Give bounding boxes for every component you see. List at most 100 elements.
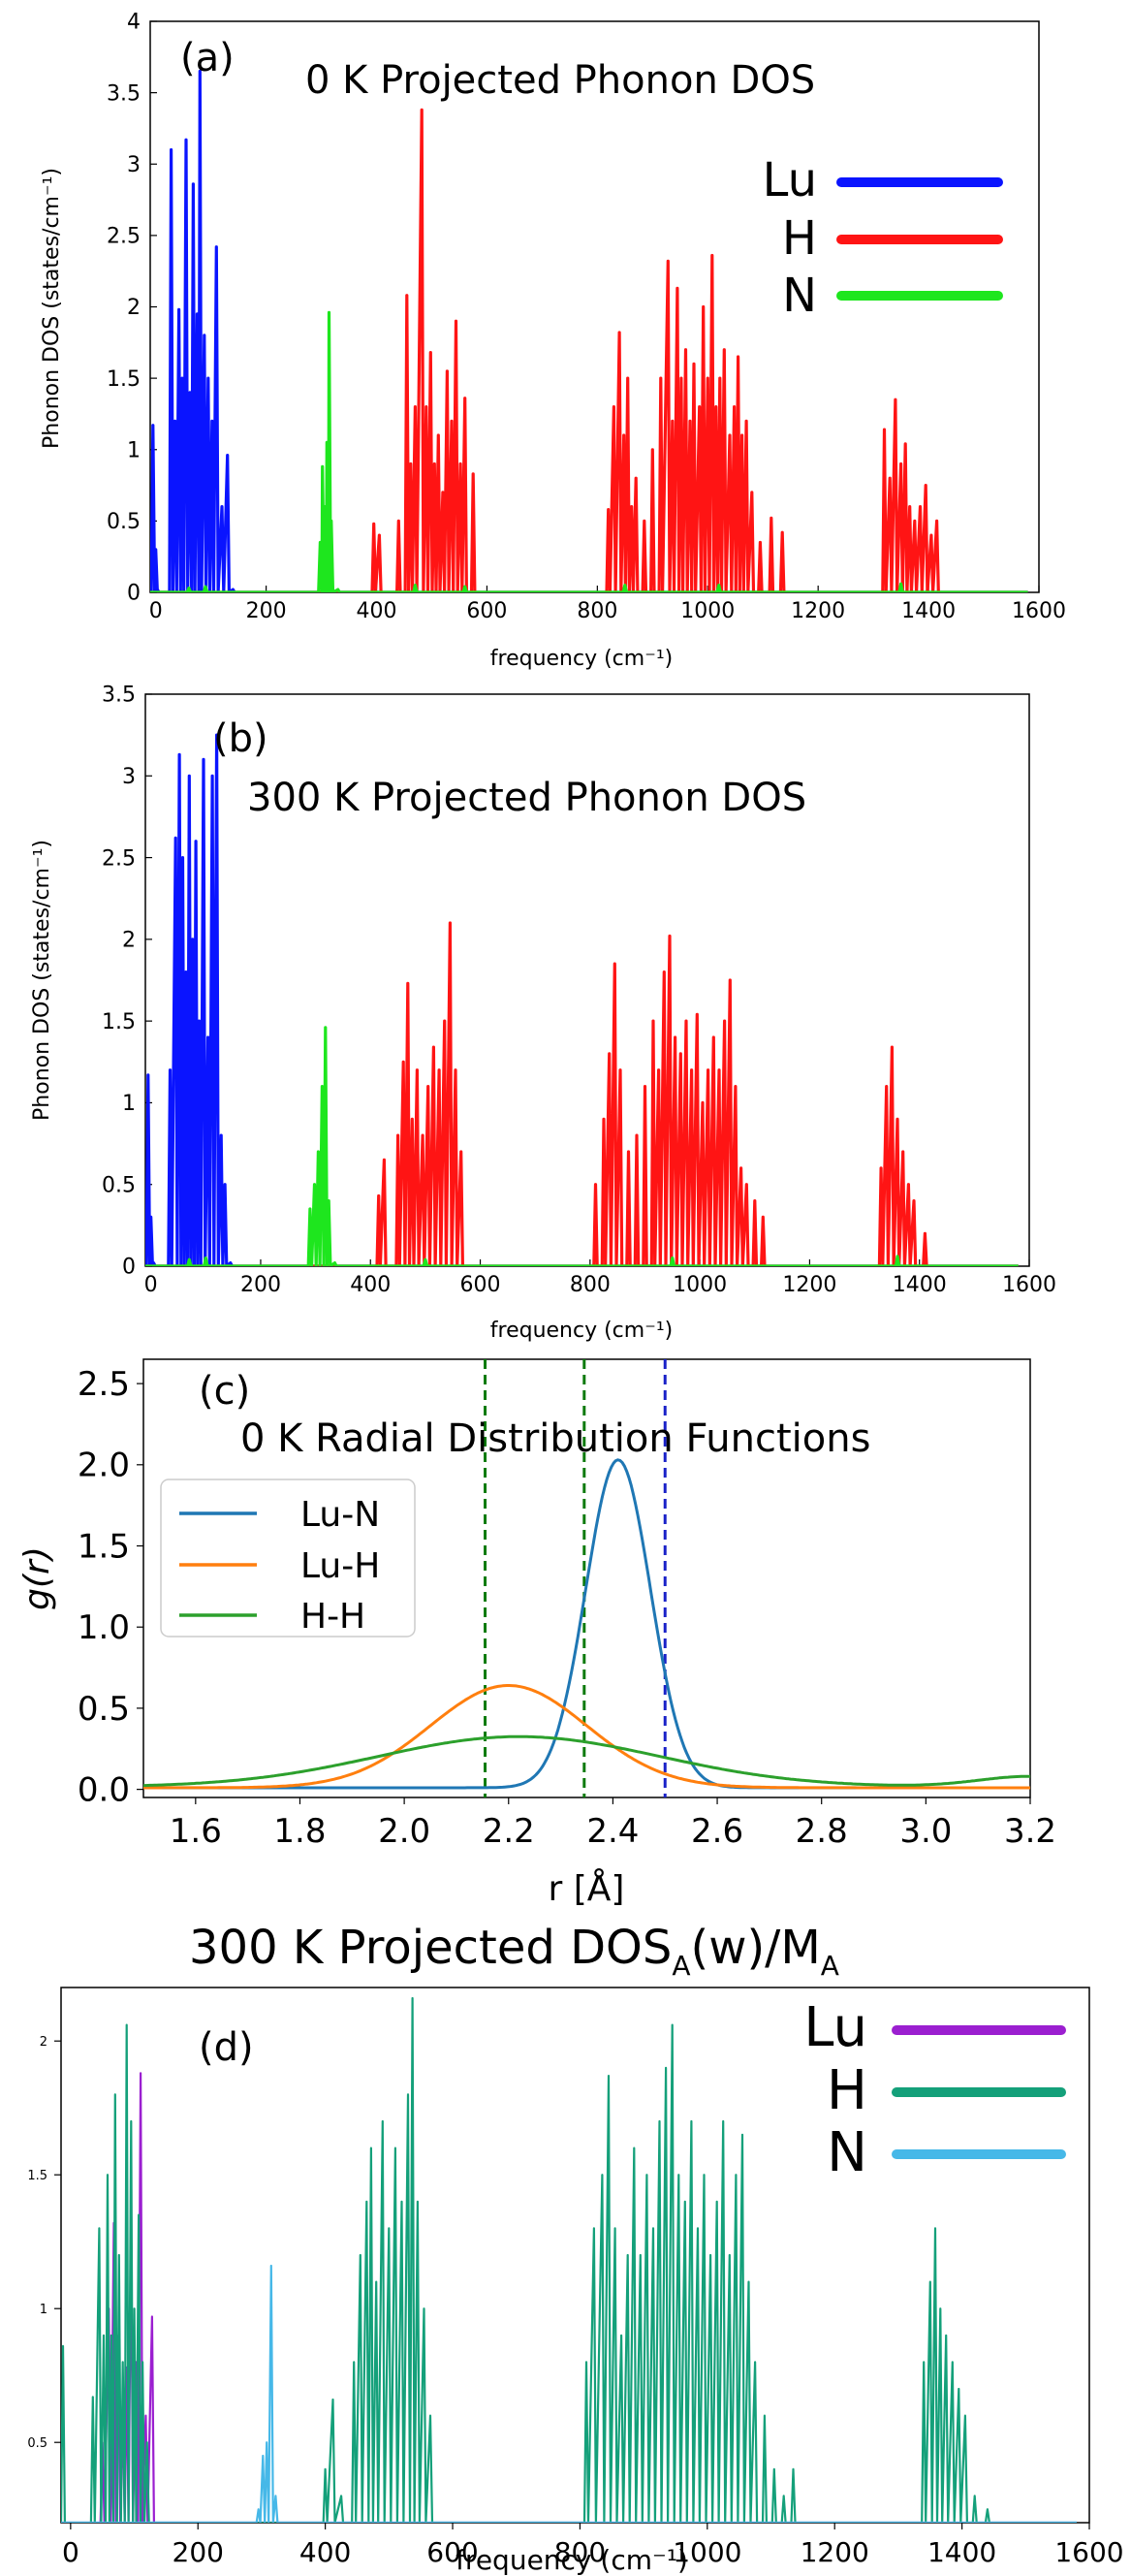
y-tick-label-a-7: 3.5 — [107, 81, 141, 106]
y-tick-label-c-5: 2.5 — [78, 1365, 130, 1404]
chart-title-d: 300 K Projected DOSA(w)/MA — [189, 1921, 839, 1982]
x-tick-label-c-1: 1.8 — [273, 1812, 326, 1851]
x-tick-label-a-2: 400 — [357, 599, 397, 623]
chart-title-b: 300 K Projected Phonon DOS — [247, 776, 806, 820]
series-line-c-h-h — [143, 1734, 1030, 1788]
y-tick-label-b-3: 1.5 — [102, 1010, 136, 1034]
x-tick-label-c-2: 2.0 — [378, 1812, 430, 1851]
title-d-mid: (w)/M — [690, 1921, 820, 1975]
x-tick-label-a-5: 1000 — [680, 599, 735, 623]
x-ticks-a: 0 200 400 600 800 1000 1200 1400 1600 — [149, 586, 1066, 623]
legend-d: Lu H N — [803, 1996, 1066, 2184]
y-tick-label-d-0: 0.5 — [27, 2436, 47, 2451]
x-tick-label-d-3: 600 — [426, 2536, 478, 2568]
series-line-a-n — [150, 310, 1028, 592]
chart-title-c: 0 K Radial Distribution Functions — [240, 1416, 870, 1461]
legend-label-lun: Lu-N — [300, 1495, 380, 1535]
title-d-sub1: A — [672, 1950, 690, 1982]
panel-b: 0 200 400 600 800 1000 1200 1400 1600 0 0.5 1 1.5 2 2… — [30, 684, 1056, 1343]
y-tick-label-b-0: 0 — [122, 1256, 136, 1280]
y-tick-label-b-4: 2 — [122, 929, 136, 953]
panel-d: 300 K Projected DOSA(w)/MA 0 200 400 600 800… — [27, 1921, 1123, 2576]
x-tick-label-c-8: 3.2 — [1004, 1812, 1056, 1851]
x-tick-label-b-7: 1400 — [893, 1273, 947, 1297]
x-tick-label-a-3: 600 — [466, 599, 507, 623]
series-c — [143, 1458, 1030, 1790]
x-tick-label-b-8: 1600 — [1002, 1273, 1056, 1297]
chart-title-a: 0 K Projected Phonon DOS — [305, 58, 815, 103]
legend-label-n-a: N — [782, 269, 817, 323]
series-line-c-lu-h — [143, 1684, 1030, 1790]
y-tick-label-c-0: 0.0 — [78, 1771, 130, 1810]
x-tick-label-c-0: 1.6 — [170, 1812, 222, 1851]
series-line-b-h — [145, 921, 1019, 1266]
y-ticks-a: 0 0.5 1 1.5 2 2.5 3 3.5 4 — [107, 11, 157, 606]
x-tick-label-a-8: 1600 — [1012, 599, 1066, 623]
y-tick-label-c-4: 2.0 — [78, 1447, 130, 1485]
x-tick-label-a-4: 800 — [577, 599, 617, 623]
y-tick-label-b-1: 0.5 — [102, 1173, 136, 1197]
x-tick-label-a-7: 1400 — [901, 599, 956, 623]
y-tick-label-c-1: 0.5 — [78, 1690, 130, 1729]
x-tick-label-d-4: 800 — [554, 2536, 606, 2568]
panel-label-a: (a) — [180, 36, 235, 80]
x-tick-label-a-0: 0 — [149, 599, 163, 623]
y-axis-label-c: g(r) — [17, 1546, 57, 1610]
series-line-b-n — [145, 1026, 1019, 1266]
x-tick-label-d-1: 200 — [173, 2536, 224, 2568]
x-ticks-d: 0 200 400 600 800 1000 1200 1400 1600 — [62, 2523, 1124, 2568]
legend-box-c — [160, 1479, 416, 1638]
x-tick-label-b-5: 1000 — [673, 1273, 727, 1297]
y-tick-label-a-3: 1.5 — [107, 367, 141, 392]
y-axis-label-a: Phonon DOS (states/cm⁻¹) — [40, 168, 64, 449]
x-tick-label-b-0: 0 — [144, 1273, 158, 1297]
y-tick-label-c-2: 1.0 — [78, 1608, 130, 1647]
panel-c: 1.6 1.8 2.0 2.2 2.4 2.6 2.8 3.0 3.2 0.0 0.5 1.0 1.5… — [17, 1358, 1056, 1909]
x-tick-label-d-6: 1200 — [801, 2536, 869, 2568]
series-b — [145, 733, 1019, 1266]
panel-a: 0 200 400 600 800 1000 1200 1400 1600 0 0.5 1 1.5 2 2… — [40, 11, 1066, 671]
x-tick-label-b-1: 200 — [240, 1273, 281, 1297]
x-tick-label-b-2: 400 — [350, 1273, 391, 1297]
y-tick-label-a-1: 0.5 — [107, 510, 141, 534]
x-tick-label-c-5: 2.6 — [691, 1812, 743, 1851]
plot-frame-c — [142, 1358, 1031, 1798]
y-ticks-d: 0.5 1 1.5 2 — [27, 2035, 61, 2451]
x-axis-label-a: frequency (cm⁻¹) — [490, 647, 673, 671]
x-tick-label-b-6: 1200 — [782, 1273, 836, 1297]
x-tick-label-c-3: 2.2 — [483, 1812, 535, 1851]
x-axis-label-b: frequency (cm⁻¹) — [490, 1319, 673, 1343]
x-tick-label-c-6: 2.8 — [796, 1812, 848, 1851]
panel-label-b: (b) — [213, 716, 268, 761]
y-tick-label-d-1: 1 — [40, 2303, 47, 2317]
series-a — [150, 69, 1028, 592]
x-tick-label-c-7: 3.0 — [899, 1812, 952, 1851]
panel-label-d: (d) — [199, 2025, 254, 2070]
x-axis-label-d: frequency (cm⁻¹) — [456, 2544, 688, 2576]
series-line-d-h — [61, 1996, 1077, 2523]
series-line-a-h — [150, 108, 1028, 592]
y-tick-label-a-5: 2.5 — [107, 225, 141, 249]
y-tick-label-c-3: 1.5 — [78, 1527, 130, 1566]
x-tick-label-b-3: 600 — [460, 1273, 501, 1297]
title-d-main: 300 K Projected DOS — [189, 1921, 672, 1975]
legend-label-h-a: H — [782, 211, 817, 266]
y-tick-label-b-2: 1 — [122, 1092, 136, 1116]
title-d-sub2: A — [821, 1950, 839, 1982]
y-tick-label-a-6: 3 — [127, 153, 141, 177]
y-ticks-b: 0 0.5 1 1.5 2 2.5 3 3.5 — [102, 684, 152, 1280]
series-line-d-n — [61, 2264, 1077, 2523]
x-tick-label-d-2: 400 — [299, 2536, 351, 2568]
y-tick-label-a-2: 1 — [127, 438, 141, 462]
y-tick-label-d-2: 1.5 — [27, 2169, 47, 2183]
y-tick-label-b-6: 3 — [122, 765, 136, 789]
legend-a: Lu H N — [763, 153, 1003, 323]
x-tick-label-d-0: 0 — [62, 2536, 79, 2568]
x-tick-label-d-8: 1600 — [1054, 2536, 1123, 2568]
y-tick-label-d-3: 2 — [40, 2035, 47, 2050]
x-axis-label-c: r [Å] — [549, 1867, 625, 1909]
y-tick-label-a-8: 4 — [127, 11, 141, 35]
y-tick-label-b-7: 3.5 — [102, 684, 136, 708]
series-d — [61, 1996, 1077, 2523]
panel-label-c: (c) — [199, 1369, 250, 1414]
